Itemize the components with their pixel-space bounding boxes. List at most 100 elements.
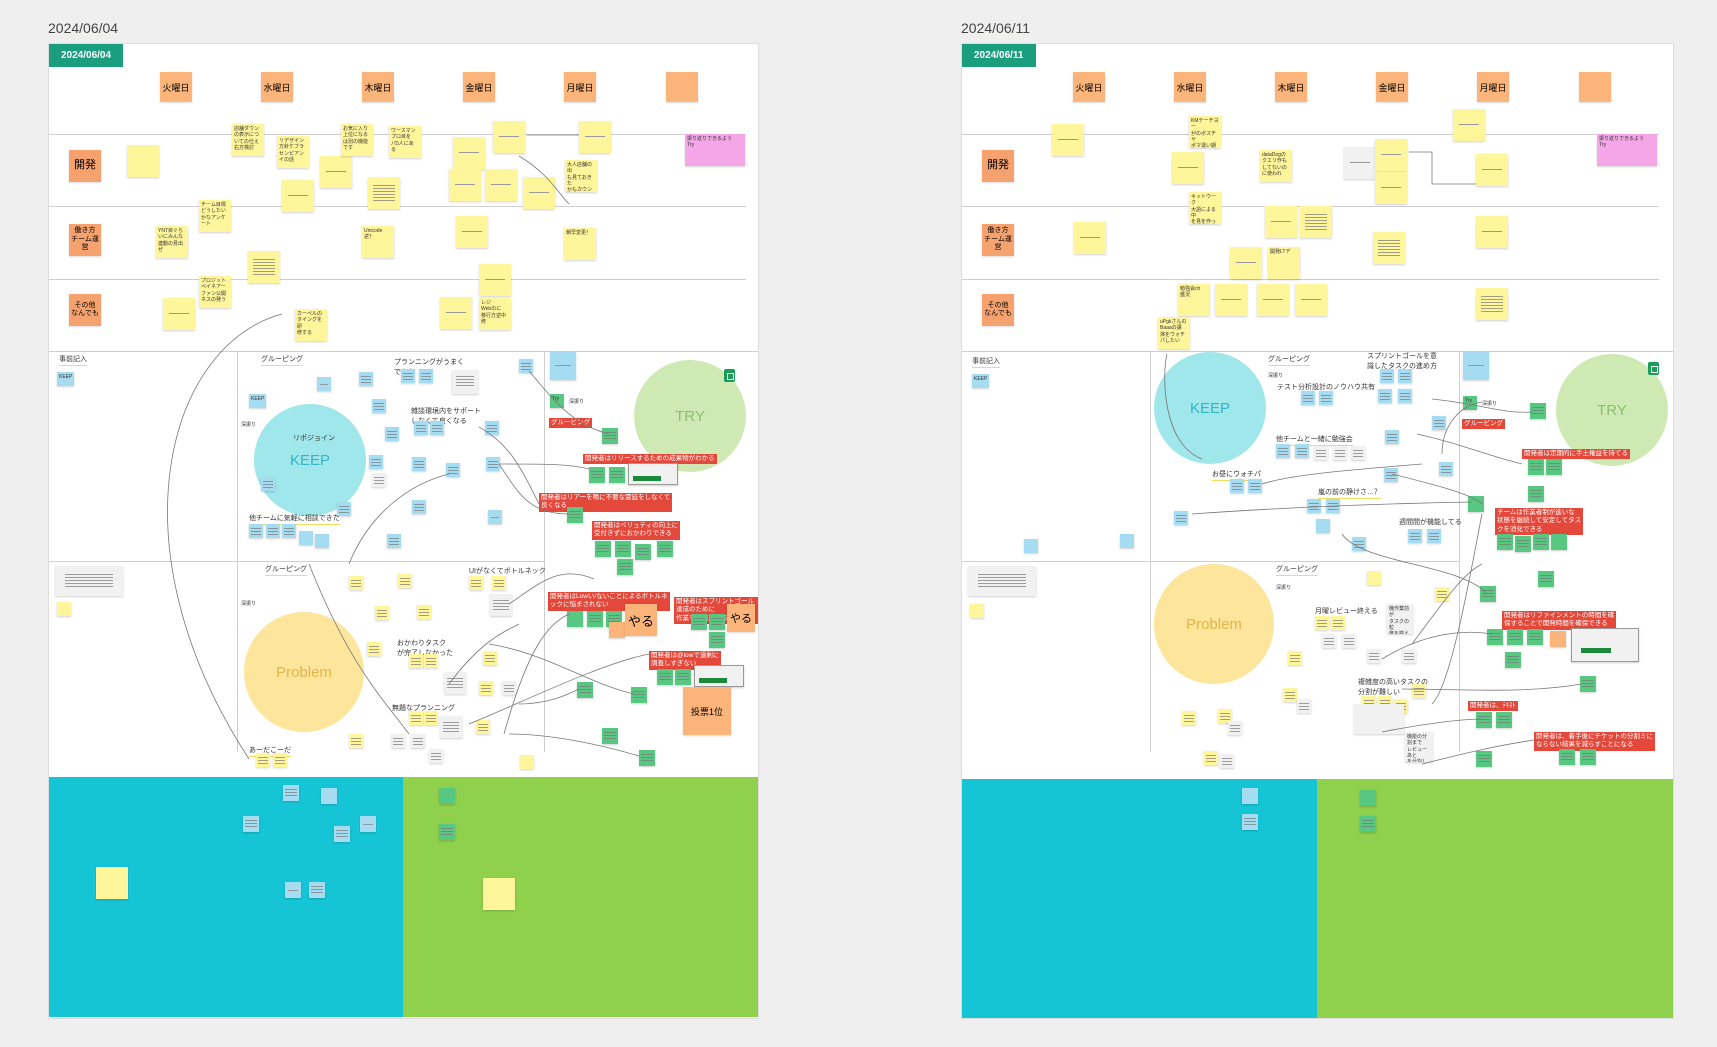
- group-label[interactable]: おかわりタスク が完了しなかった: [397, 640, 453, 657]
- green-area[interactable]: [1317, 779, 1673, 1018]
- sticky-note[interactable]: [493, 121, 525, 153]
- sticky-note[interactable]: [401, 369, 415, 383]
- sticky-note[interactable]: 開発LTデ: [1268, 247, 1300, 279]
- sticky-note[interactable]: [1559, 749, 1575, 765]
- goal-label[interactable]: 開発者は定期的に手土権益を持てる: [1522, 449, 1630, 460]
- sticky-note[interactable]: Unicode返？: [362, 226, 394, 258]
- sticky-note[interactable]: [1427, 529, 1441, 543]
- sticky-note[interactable]: 機作業前が タスクの粒 度を揃える ように…: [1387, 604, 1413, 634]
- sticky-note[interactable]: [490, 594, 512, 616]
- sticky-note[interactable]: dataDogの クエリ作も してないの に使われ: [1260, 150, 1292, 182]
- sticky-note[interactable]: [1546, 459, 1562, 475]
- sticky-note-pink[interactable]: 振り返りできるよう Try: [685, 134, 745, 166]
- sticky-note[interactable]: [1412, 684, 1426, 698]
- deep-dive-label[interactable]: 深振り: [1482, 401, 1498, 407]
- sticky-note[interactable]: [375, 606, 389, 620]
- sticky-note[interactable]: [485, 169, 517, 201]
- sticky-note[interactable]: [595, 541, 611, 557]
- sticky-note[interactable]: [429, 749, 443, 763]
- sticky-note[interactable]: uPgkさんの Baaaの講 演をウォチ パしたい: [1158, 317, 1190, 349]
- sticky-note[interactable]: [1550, 631, 1566, 647]
- green-area[interactable]: [403, 777, 758, 1017]
- sticky-note[interactable]: [587, 611, 603, 627]
- goal-label[interactable]: 開発者は、着手後にチケットの分割ミに ならない結果を減らすことになる: [1534, 732, 1655, 751]
- sticky-note[interactable]: [439, 788, 455, 804]
- cyan-area[interactable]: [962, 779, 1317, 1018]
- goal-label[interactable]: チームは作業者制が進いな 状態を継続して安定してタス クを消化できる: [1495, 508, 1584, 536]
- sticky-note[interactable]: [1538, 571, 1554, 587]
- sticky-note[interactable]: [337, 502, 351, 516]
- sticky-note[interactable]: [483, 651, 497, 665]
- goal-label[interactable]: 開発者はペリュティの向上に 受付きずにおかわりできる: [592, 521, 681, 540]
- sticky-note[interactable]: [385, 427, 399, 441]
- sticky-note[interactable]: [440, 716, 462, 738]
- section-grouping[interactable]: グルーピング: [1268, 354, 1310, 366]
- sticky-note[interactable]: [1352, 537, 1366, 551]
- sticky-note[interactable]: [1496, 712, 1512, 728]
- day-blank-sticky[interactable]: [666, 72, 698, 102]
- sticky-note[interactable]: [609, 467, 625, 483]
- sticky-note[interactable]: [970, 604, 984, 618]
- day-tuesday[interactable]: 火曜日: [160, 72, 192, 102]
- sticky-note[interactable]: [1331, 616, 1345, 630]
- sticky-note[interactable]: [1487, 629, 1503, 645]
- day-monday[interactable]: 月曜日: [564, 72, 596, 102]
- retro-board-right[interactable]: 2024/06/11 火曜日 水曜日 木曜日 金曜日 月曜日 開発 働き方 チー…: [961, 43, 1674, 1019]
- sticky-note[interactable]: [1316, 519, 1330, 533]
- deep-dive-label[interactable]: 深振り: [241, 601, 257, 607]
- sticky-note[interactable]: [266, 524, 280, 538]
- sticky-note[interactable]: [243, 816, 259, 832]
- sticky-note[interactable]: [1367, 649, 1381, 663]
- sticky-note[interactable]: [709, 632, 725, 648]
- sticky-note[interactable]: [1385, 430, 1399, 444]
- section-grouping[interactable]: グルーピング: [1276, 564, 1318, 576]
- sticky-note[interactable]: [1314, 446, 1328, 460]
- sticky-note[interactable]: [1367, 571, 1381, 585]
- sticky-note[interactable]: [349, 576, 363, 590]
- sticky-note[interactable]: [334, 826, 350, 842]
- grouping-tag[interactable]: グルーピング: [549, 418, 592, 429]
- sticky-note[interactable]: [1408, 529, 1422, 543]
- sticky-note[interactable]: [315, 534, 329, 548]
- sticky-note[interactable]: [1476, 154, 1508, 186]
- sticky-note[interactable]: [589, 467, 605, 483]
- sticky-note[interactable]: [317, 377, 331, 391]
- sticky-note[interactable]: [1257, 284, 1289, 316]
- sticky-note[interactable]: [453, 137, 485, 169]
- sticky-note[interactable]: [248, 251, 280, 283]
- sticky-note[interactable]: [372, 399, 386, 413]
- sticky-note[interactable]: [367, 642, 381, 656]
- sticky-note[interactable]: [360, 816, 376, 832]
- deep-dive-label[interactable]: 深振り: [1268, 373, 1284, 379]
- section-grouping[interactable]: グルーピング: [265, 564, 307, 576]
- sticky-note[interactable]: [391, 734, 405, 748]
- sticky-note[interactable]: [449, 169, 481, 201]
- category-other[interactable]: その他 なんでも: [69, 294, 101, 326]
- sticky-note[interactable]: [320, 156, 352, 188]
- sticky-note[interactable]: YNT目ぐら いにみんな 連動の見出 ぜ: [156, 226, 188, 258]
- sticky-note[interactable]: [1402, 649, 1416, 663]
- section-prefill[interactable]: 事前記入: [972, 356, 1000, 368]
- sticky-note[interactable]: [1301, 391, 1315, 405]
- sticky-note[interactable]: [1528, 486, 1544, 502]
- sticky-note[interactable]: [309, 882, 325, 898]
- sticky-note[interactable]: [285, 882, 301, 898]
- sticky-note[interactable]: [1052, 124, 1084, 156]
- keep-tag[interactable]: KEEP: [249, 394, 266, 408]
- sticky-note[interactable]: [519, 359, 533, 373]
- sticky-note[interactable]: [1530, 403, 1546, 419]
- sticky-note[interactable]: [1120, 534, 1134, 548]
- sticky-note[interactable]: [1319, 391, 1333, 405]
- sticky-note[interactable]: [1288, 651, 1302, 665]
- board-tag-left[interactable]: 2024/06/04: [49, 44, 124, 67]
- day-blank-sticky[interactable]: [1579, 72, 1611, 102]
- sticky-note[interactable]: [349, 734, 363, 748]
- sticky-note[interactable]: [1276, 444, 1290, 458]
- sticky-note[interactable]: [283, 785, 299, 801]
- sticky-note[interactable]: [1204, 751, 1218, 765]
- sticky-note[interactable]: [249, 524, 263, 538]
- sticky-note[interactable]: [1248, 479, 1262, 493]
- sticky-note[interactable]: [359, 372, 373, 386]
- sticky-note[interactable]: [1551, 534, 1567, 550]
- sticky-note[interactable]: [615, 541, 631, 557]
